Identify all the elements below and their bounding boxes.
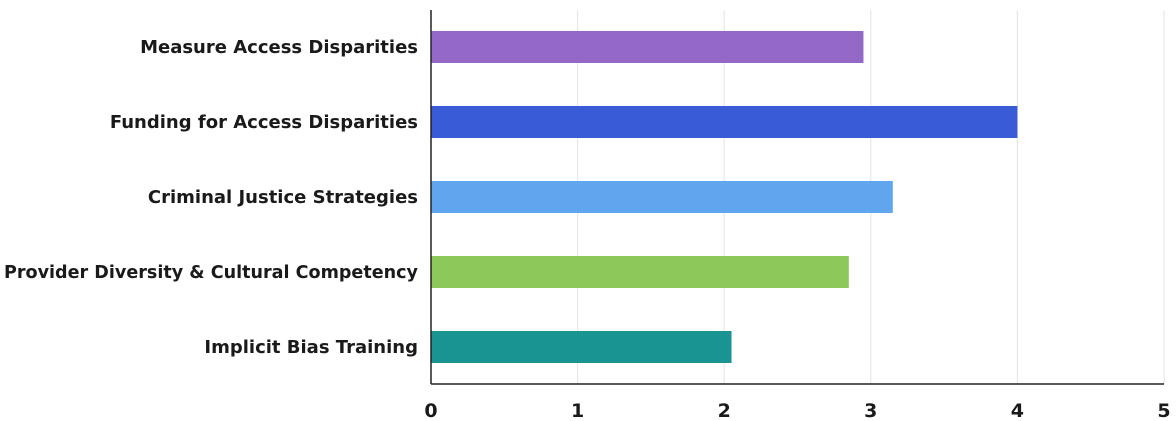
bar-2 [431, 181, 893, 213]
bar-4 [431, 331, 732, 363]
x-tick-label-5: 5 [1157, 400, 1170, 421]
x-tick-labels: 0 1 2 3 4 5 [424, 400, 1170, 421]
category-label-2: Criminal Justice Strategies [148, 187, 418, 208]
x-tick-label-3: 3 [864, 400, 877, 421]
x-tick-label-1: 1 [571, 400, 584, 421]
category-label-0: Measure Access Disparities [140, 37, 418, 58]
x-tick-label-2: 2 [718, 400, 731, 421]
bar-0 [431, 31, 864, 63]
axes [430, 10, 1164, 385]
x-tick-label-0: 0 [424, 400, 437, 421]
category-label-4: Implicit Bias Training [204, 337, 418, 358]
x-tick-label-4: 4 [1011, 400, 1024, 421]
category-labels: Measure Access Disparities Funding for Ac… [4, 37, 418, 358]
category-label-3: Provider Diversity & Cultural Competency [4, 262, 418, 283]
bar-3 [431, 256, 849, 288]
category-label-1: Funding for Access Disparities [110, 112, 418, 133]
bars [431, 31, 1018, 363]
bar-1 [431, 106, 1018, 138]
